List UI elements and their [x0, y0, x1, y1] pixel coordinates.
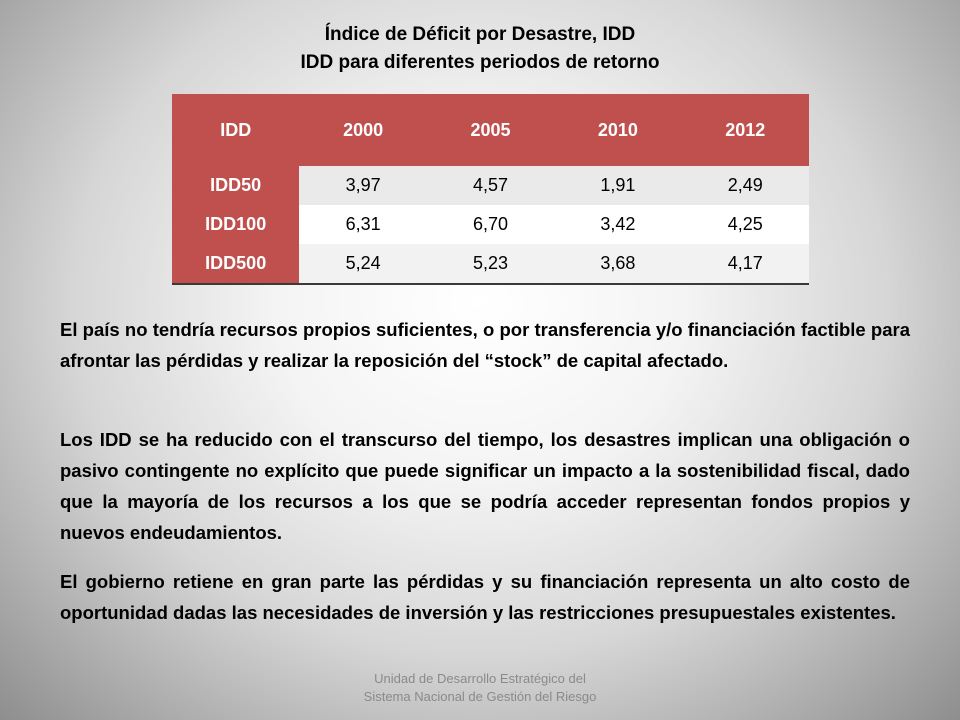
- table-cell: 3,97: [299, 166, 427, 205]
- table-cell: 5,23: [426, 244, 555, 285]
- table-cell: 2,49: [681, 166, 809, 205]
- table-cell: 6,31: [299, 205, 427, 244]
- table-row: IDD100 6,31 6,70 3,42 4,25: [172, 205, 809, 244]
- table-cell: 1,91: [554, 166, 682, 205]
- column-header: 2012: [681, 94, 809, 166]
- column-header: 2000: [299, 94, 427, 166]
- column-header: 2010: [554, 94, 682, 166]
- row-header: IDD100: [172, 205, 300, 244]
- table-cell: 4,57: [426, 166, 555, 205]
- table-cell: 3,42: [554, 205, 682, 244]
- table-cell: 5,24: [299, 244, 427, 285]
- table-cell: 4,25: [681, 205, 809, 244]
- paragraph-resources: El país no tendría recursos propios sufi…: [60, 319, 910, 371]
- table-header-row: IDD 2000 2005 2010 2012: [172, 94, 809, 166]
- table-cell: 6,70: [426, 205, 555, 244]
- column-header: IDD: [172, 94, 300, 166]
- footer-line-2: Sistema Nacional de Gestión del Riesgo: [363, 689, 597, 704]
- table-cell: 4,17: [681, 244, 809, 285]
- table-cell: 3,68: [554, 244, 682, 285]
- paragraph-government: El gobierno retiene en gran parte las pé…: [60, 571, 910, 623]
- row-header: IDD50: [172, 166, 300, 205]
- slide-title: Índice de Déficit por Desastre, IDD: [324, 24, 636, 45]
- table-row: IDD50 3,97 4,57 1,91 2,49: [172, 166, 809, 205]
- slide-subtitle: IDD para diferentes periodos de retorno: [300, 52, 660, 73]
- footer-line-1: Unidad de Desarrollo Estratégico del: [374, 671, 586, 686]
- paragraph-idd-trend: Los IDD se ha reducido con el transcurso…: [60, 429, 910, 543]
- column-header: 2005: [426, 94, 555, 166]
- table-row: IDD500 5,24 5,23 3,68 4,17: [172, 244, 809, 285]
- row-header: IDD500: [172, 244, 300, 285]
- idd-table: IDD 2000 2005 2010 2012 IDD50 3,97 4,57 …: [172, 94, 809, 285]
